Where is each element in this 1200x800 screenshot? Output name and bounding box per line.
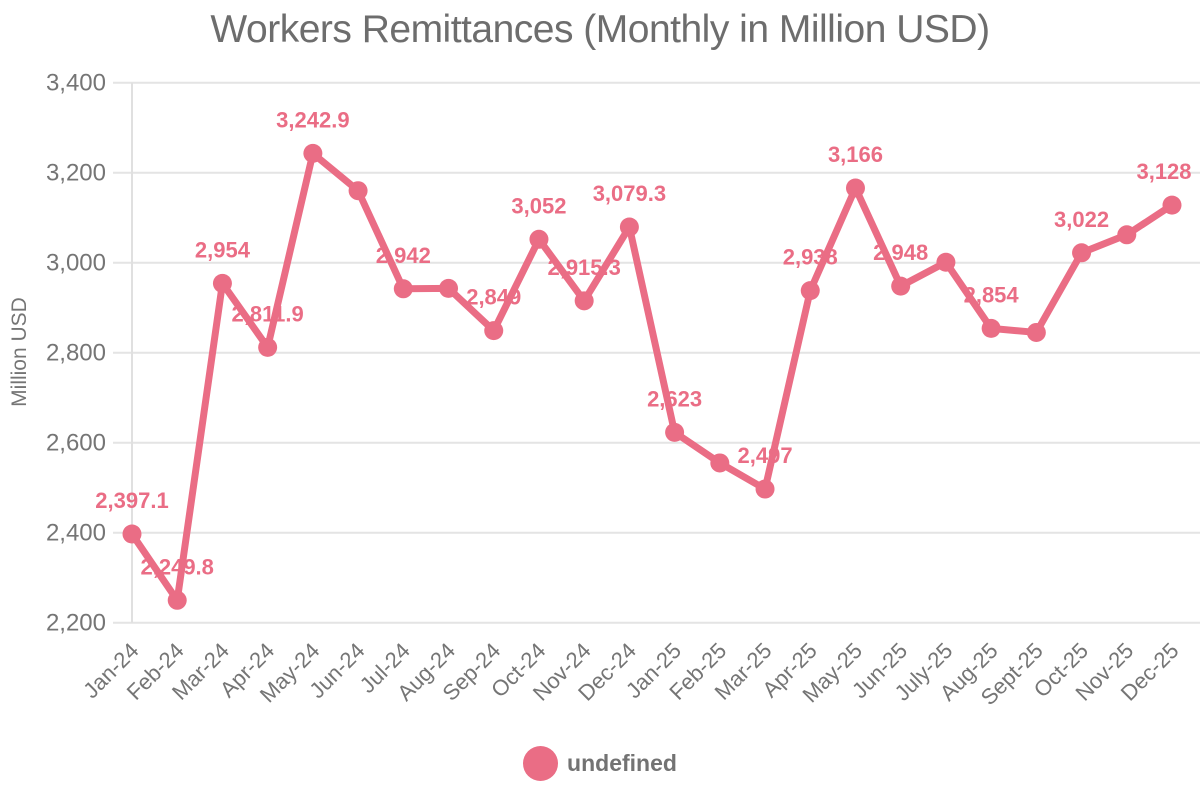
data-point-label: 2,942 bbox=[376, 243, 431, 268]
y-tick-label: 2,600 bbox=[46, 430, 106, 457]
data-point-label: 3,052 bbox=[511, 193, 566, 218]
legend: undefined bbox=[0, 746, 1200, 781]
data-point-label: 3,079.3 bbox=[593, 181, 666, 206]
data-point[interactable] bbox=[665, 422, 685, 442]
y-tick-label: 2,400 bbox=[46, 520, 106, 547]
data-point[interactable] bbox=[167, 590, 187, 610]
data-point-label: 3,128 bbox=[1136, 159, 1191, 184]
data-point-label: 2,954 bbox=[195, 237, 251, 262]
data-point[interactable] bbox=[1117, 225, 1137, 245]
data-point[interactable] bbox=[574, 291, 594, 311]
data-point-label: 2,811.9 bbox=[232, 301, 304, 326]
data-point-label: 3,166 bbox=[828, 142, 883, 167]
series-layer bbox=[122, 143, 1182, 610]
data-point[interactable] bbox=[258, 337, 278, 357]
data-point-label: 2,948 bbox=[873, 240, 928, 265]
y-tick-label: 2,200 bbox=[46, 610, 106, 637]
y-tick-label: 2,800 bbox=[46, 340, 106, 367]
data-point-label: 2,497 bbox=[738, 443, 793, 468]
data-point[interactable] bbox=[710, 453, 730, 473]
data-point[interactable] bbox=[439, 278, 459, 298]
data-point-label: 2,915.3 bbox=[547, 255, 620, 280]
data-point-label: 2,249.8 bbox=[141, 554, 214, 579]
data-point[interactable] bbox=[891, 276, 911, 296]
axis-layer: 2,2002,4002,6002,8003,0003,2003,400Jan-2… bbox=[46, 70, 1184, 710]
data-point[interactable] bbox=[936, 252, 956, 272]
y-tick-label: 3,400 bbox=[46, 70, 106, 97]
y-tick-label: 3,200 bbox=[46, 160, 106, 187]
y-tick-label: 3,000 bbox=[46, 250, 106, 277]
data-point-label: 2,397.1 bbox=[95, 488, 168, 513]
data-point[interactable] bbox=[212, 273, 232, 293]
data-point[interactable] bbox=[529, 229, 549, 249]
data-point[interactable] bbox=[755, 479, 775, 499]
data-point[interactable] bbox=[1072, 243, 1092, 263]
data-point-label: 2,623 bbox=[647, 386, 702, 411]
data-point[interactable] bbox=[800, 281, 820, 301]
y-axis-title: Million USD bbox=[8, 297, 31, 407]
data-point-label: 2,849 bbox=[466, 285, 521, 310]
data-point-label: 2,854 bbox=[964, 282, 1020, 307]
grid-layer bbox=[113, 81, 1200, 624]
data-point[interactable] bbox=[122, 524, 142, 544]
data-point-label: 3,022 bbox=[1054, 207, 1109, 232]
chart-title: Workers Remittances (Monthly in Million … bbox=[210, 8, 990, 51]
data-point[interactable] bbox=[393, 279, 413, 299]
data-point[interactable] bbox=[619, 217, 639, 237]
legend-series-label: undefined bbox=[567, 750, 677, 776]
legend-marker-icon bbox=[523, 746, 559, 781]
data-point[interactable] bbox=[1026, 322, 1046, 342]
data-label-layer: 2,397.1 2,249.8 2,954 2,811.9 3,242.9 2,942 2,… bbox=[95, 107, 1191, 579]
data-point[interactable] bbox=[1162, 195, 1182, 215]
data-point-label: 3,242.9 bbox=[276, 107, 349, 132]
legend-item-series[interactable]: undefined bbox=[523, 746, 677, 781]
data-point[interactable] bbox=[348, 181, 368, 201]
data-point[interactable] bbox=[845, 178, 865, 198]
data-point[interactable] bbox=[981, 318, 1001, 338]
data-point[interactable] bbox=[484, 321, 504, 341]
data-point-label: 2,938 bbox=[783, 245, 838, 270]
data-point[interactable] bbox=[303, 143, 323, 163]
